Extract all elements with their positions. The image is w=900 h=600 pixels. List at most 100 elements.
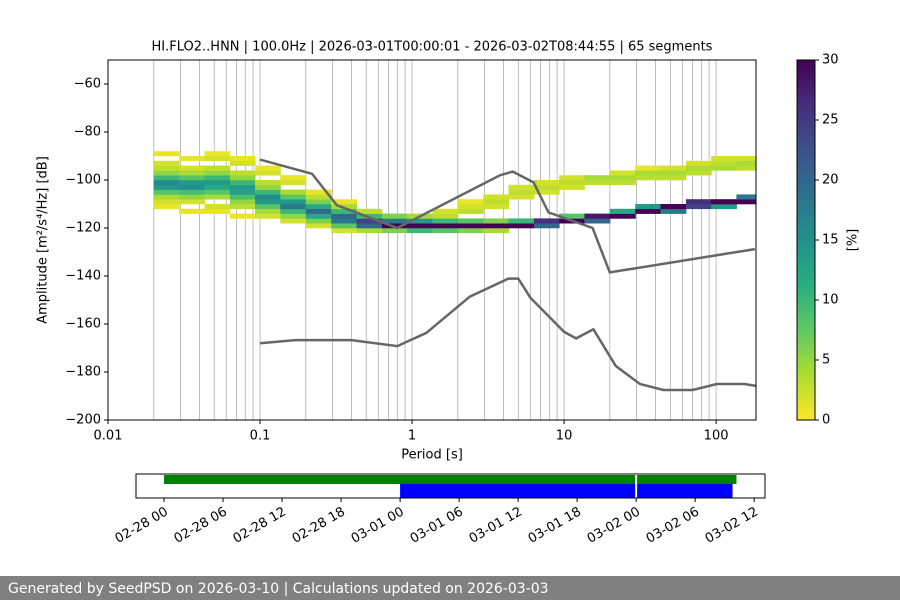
y-tick-label: −120 (65, 221, 101, 236)
density-cell (457, 218, 484, 224)
density-cell (685, 199, 712, 205)
density-cell (305, 208, 332, 214)
density-cell (533, 189, 560, 195)
noise-model-line (259, 277, 756, 392)
density-cell (204, 184, 231, 190)
density-cell (660, 170, 687, 176)
density-cell (432, 208, 459, 214)
y-tick-label: −60 (74, 77, 101, 92)
density-cell (356, 213, 383, 219)
density-cell (229, 194, 256, 200)
density-cell (457, 228, 484, 234)
density-cell (204, 175, 231, 181)
density-cell (508, 223, 535, 229)
density-cell (153, 160, 180, 166)
x-tick-label: 03-01 06 (408, 505, 466, 547)
density-cell (533, 218, 560, 224)
density-cell (685, 204, 712, 210)
colorbar-tick-label: 15 (822, 233, 839, 248)
y-tick-label: −200 (65, 413, 101, 428)
density-cell (204, 170, 231, 176)
x-tick-label: 03-01 00 (349, 505, 407, 547)
y-tick-label: −160 (65, 317, 101, 332)
density-cell (457, 223, 484, 229)
density-cell (153, 204, 180, 210)
density-cell (204, 180, 231, 186)
density-cell (584, 213, 611, 219)
noise-models (259, 158, 756, 392)
density-cell (356, 218, 383, 224)
density-cell (153, 184, 180, 190)
density-cell (153, 151, 180, 157)
ppsd-plot (107, 60, 756, 420)
x-tick-label: 02-28 00 (113, 505, 171, 547)
colorbar-label: [%] (846, 229, 861, 252)
plot-area (108, 60, 756, 420)
density-cell (533, 223, 560, 229)
footer-bar (0, 576, 900, 600)
colorbar-tick-label: 0 (822, 413, 830, 428)
density-cell (179, 156, 205, 162)
coverage-bar (400, 484, 636, 498)
density-cell (280, 213, 307, 219)
x-tick-label: 0.01 (94, 429, 123, 444)
density-cell (635, 204, 662, 210)
density-cell (229, 170, 256, 176)
density-cell (685, 165, 712, 171)
density-cell (179, 165, 205, 171)
chart-title: HI.FLO2..HNN | 100.0Hz | 2026-03-01T00:0… (152, 40, 713, 55)
density-cell (204, 156, 231, 162)
density-cell (609, 213, 636, 219)
density-cell (711, 204, 737, 210)
noise-model-line (259, 158, 756, 274)
density-cell (559, 184, 585, 190)
density-cell (179, 180, 205, 186)
density-cell (711, 160, 737, 166)
coverage-bar (164, 475, 636, 484)
density-cell (255, 208, 281, 214)
density-cell (305, 199, 332, 205)
density-cell (584, 218, 611, 224)
density-cell (432, 228, 459, 234)
density-cell (331, 204, 357, 210)
axes-frame (107, 59, 757, 421)
density-cell (609, 208, 636, 214)
density-cell (711, 165, 737, 171)
density-cell (685, 160, 712, 166)
density-cell (432, 213, 459, 219)
density-cell (179, 194, 205, 200)
x-tick-label: 03-02 00 (585, 505, 643, 547)
density-cell (331, 218, 357, 224)
density-cell (483, 223, 510, 229)
density-cell (255, 194, 281, 200)
y-tick-label: −180 (65, 365, 101, 380)
x-tick-label: 02-28 12 (231, 505, 289, 547)
density-cell (305, 194, 332, 200)
density-cell (305, 189, 332, 195)
y-tick-label: −80 (74, 125, 101, 140)
density-cell (305, 213, 332, 219)
x-tick-label: 03-02 06 (644, 505, 702, 547)
density-cell (280, 208, 307, 214)
x-tick-label: 0.1 (250, 429, 271, 444)
density-cell (407, 223, 433, 229)
x-tick-label: 1 (408, 429, 416, 444)
density-cell (331, 208, 357, 214)
x-axis-label: Period [s] (401, 448, 463, 463)
x-tick-label: 02-28 06 (172, 505, 230, 547)
density-cell (483, 204, 510, 210)
density-cell (305, 204, 332, 210)
density-cell (280, 218, 307, 224)
x-tick-label: 100 (704, 429, 729, 444)
density-cell (305, 218, 332, 224)
density-cell (407, 218, 433, 224)
y-tick-label: −100 (65, 173, 101, 188)
density-cell (432, 223, 459, 229)
coverage-bar (637, 484, 733, 498)
density-cell (153, 175, 180, 181)
density-cell (356, 228, 383, 234)
density-cell (255, 189, 281, 195)
density-cell (229, 156, 256, 162)
density-cell (255, 180, 281, 186)
density-cell (711, 156, 737, 162)
